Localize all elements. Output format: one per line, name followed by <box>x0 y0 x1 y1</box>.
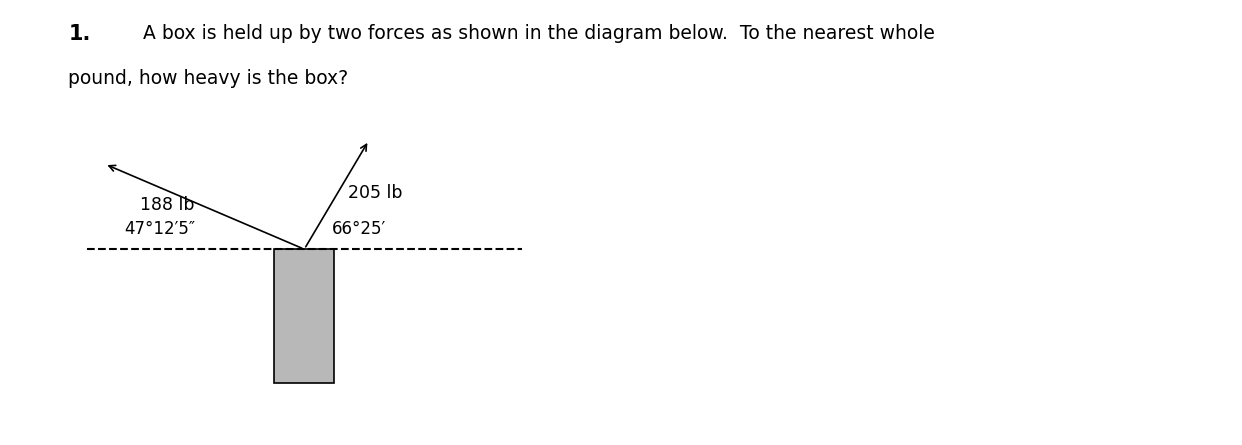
Text: 188 lb: 188 lb <box>140 196 194 214</box>
Text: 47°12′5″: 47°12′5″ <box>124 220 195 238</box>
Text: 1.: 1. <box>68 24 91 44</box>
Text: pound, how heavy is the box?: pound, how heavy is the box? <box>68 69 349 88</box>
Text: 205 lb: 205 lb <box>348 184 402 202</box>
Text: 66°25′: 66°25′ <box>332 220 386 238</box>
Text: A box is held up by two forces as shown in the diagram below.  To the nearest wh: A box is held up by two forces as shown … <box>143 24 935 44</box>
Bar <box>274 249 334 383</box>
